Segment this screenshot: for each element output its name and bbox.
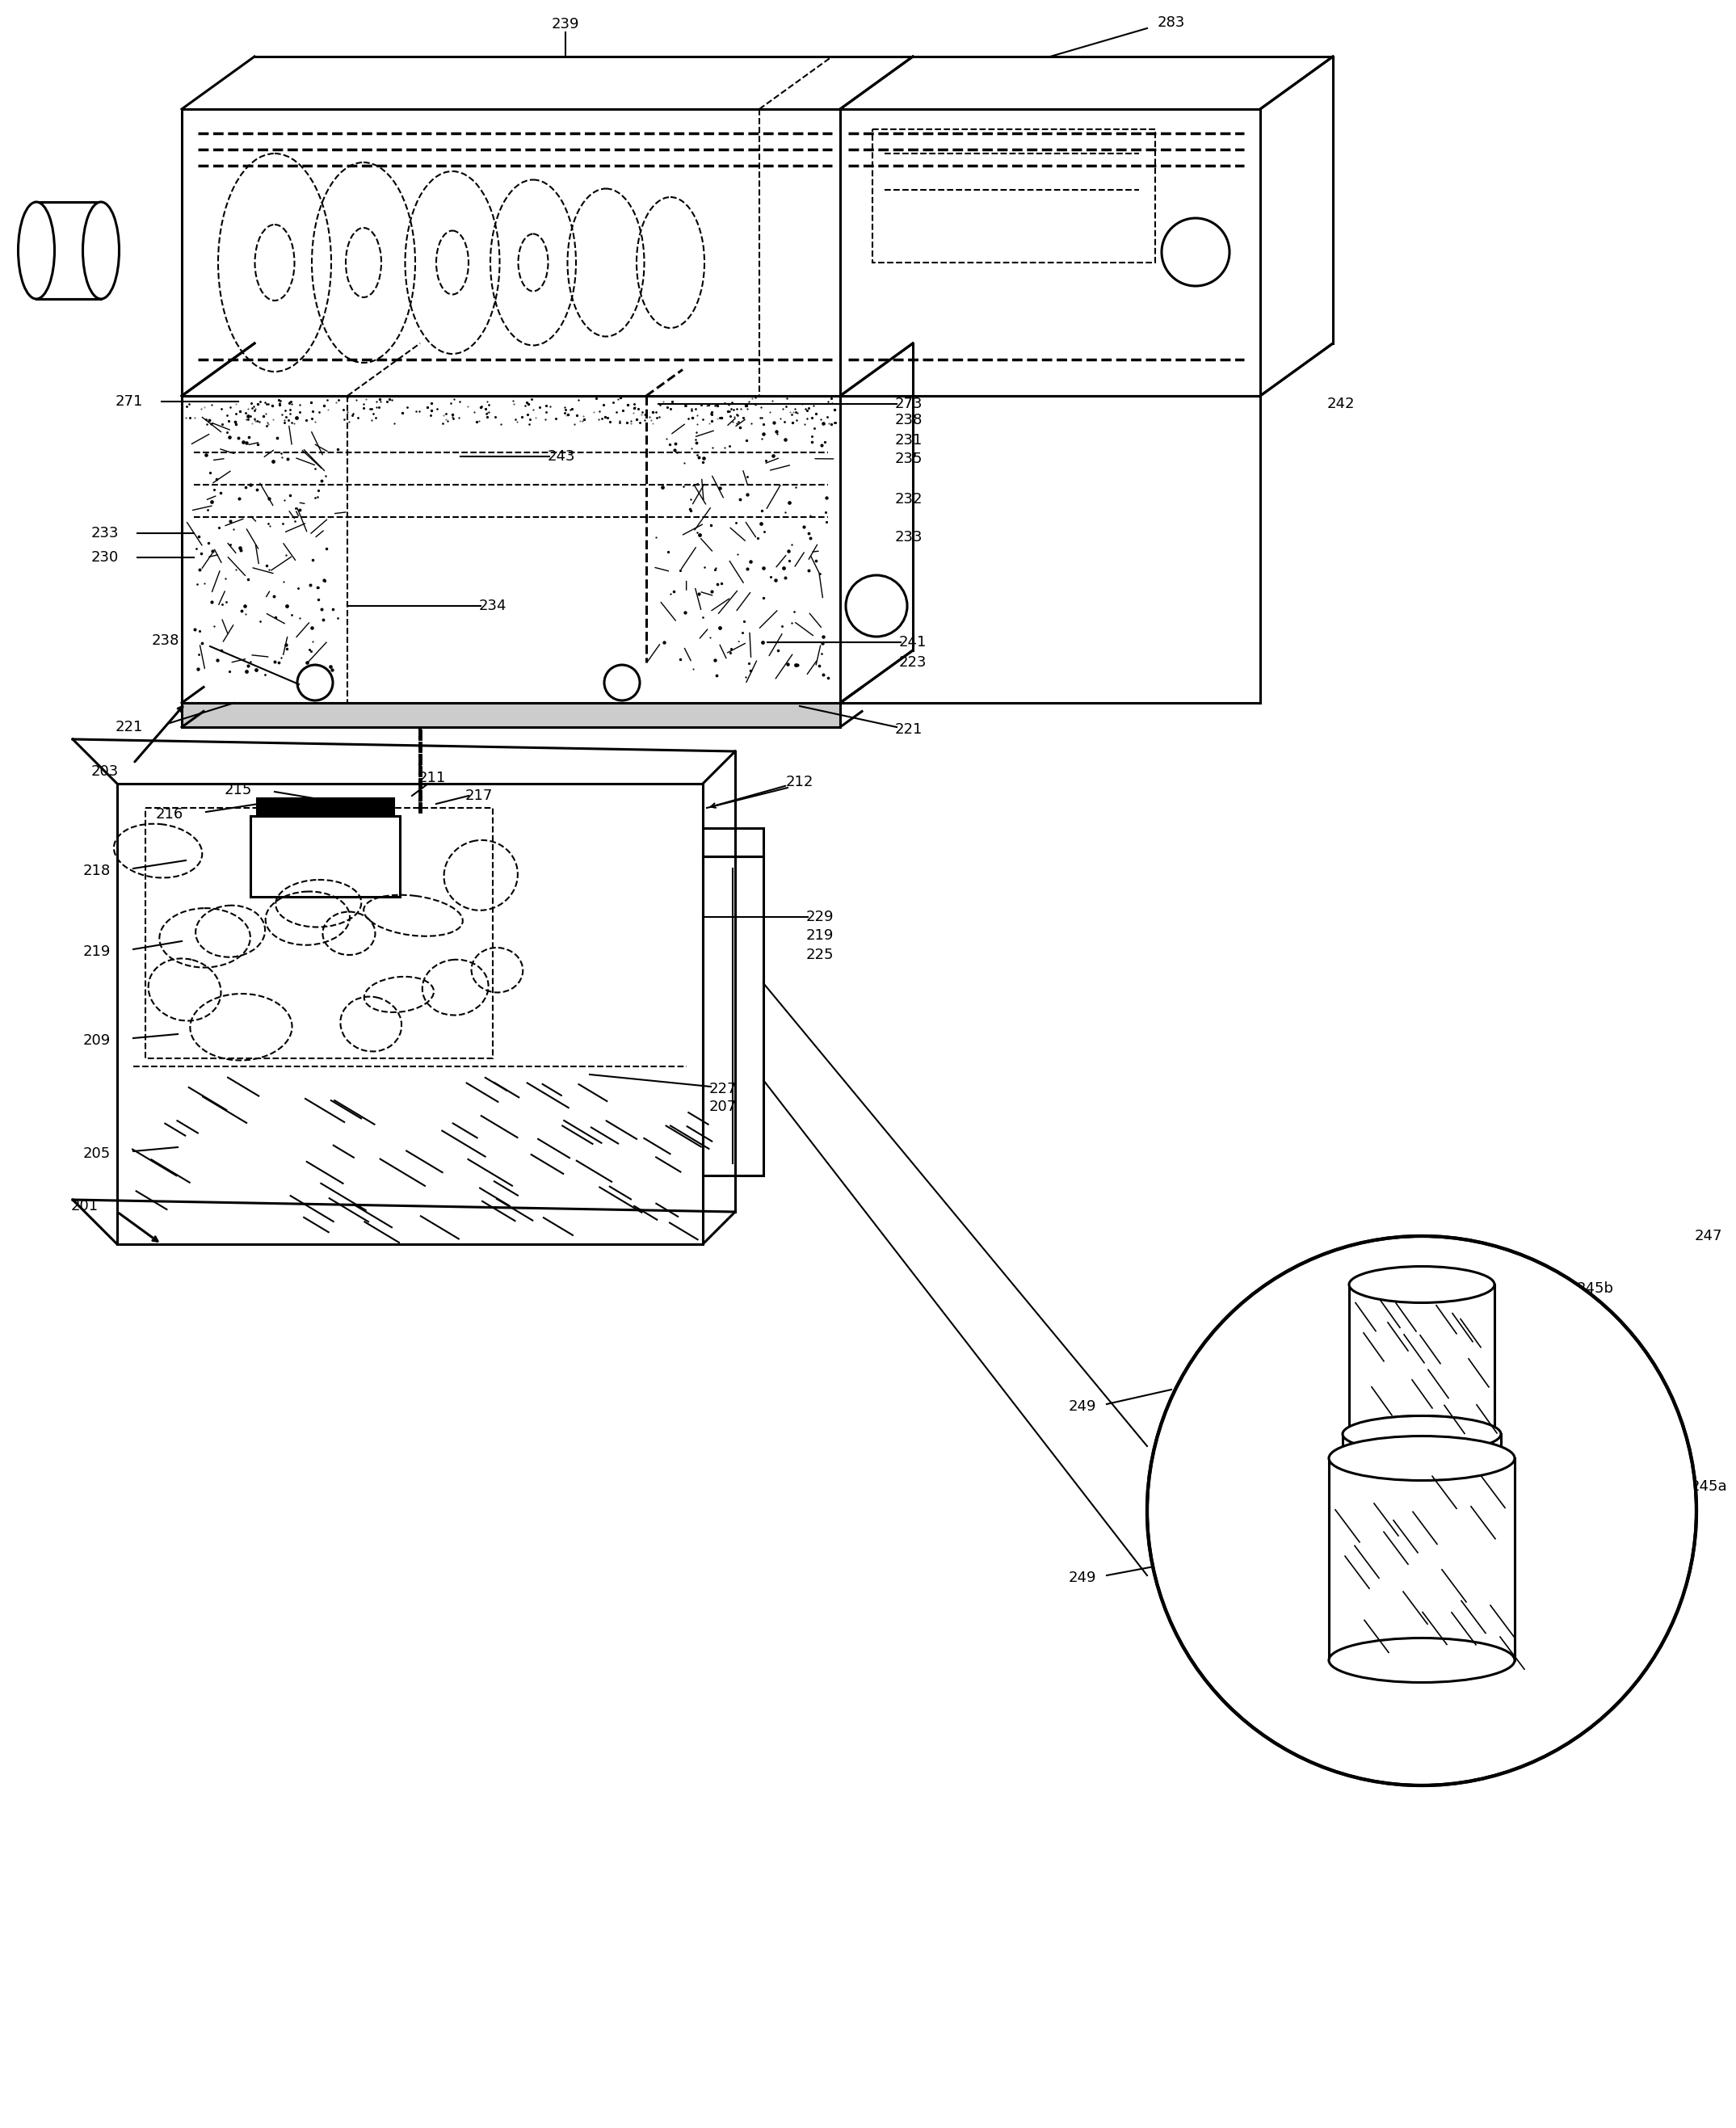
Text: 238: 238 (151, 634, 179, 647)
Text: 229: 229 (806, 909, 833, 924)
Text: 249: 249 (1069, 1570, 1097, 1585)
Text: 219: 219 (806, 928, 833, 943)
Text: 207: 207 (710, 1100, 736, 1115)
Text: 271: 271 (115, 394, 142, 409)
Text: 233: 233 (894, 530, 924, 545)
Circle shape (1147, 1236, 1696, 1785)
Text: 225: 225 (806, 947, 833, 962)
Text: 201: 201 (71, 1198, 99, 1213)
Bar (873, 130, 1154, 262)
Ellipse shape (1342, 1415, 1502, 1451)
Ellipse shape (17, 202, 54, 298)
Bar (36, 202, 101, 298)
Bar (146, 809, 493, 1058)
Text: 242: 242 (1326, 396, 1354, 411)
Text: 230: 230 (92, 551, 118, 564)
Text: 209: 209 (83, 1034, 111, 1047)
Ellipse shape (1328, 1436, 1514, 1481)
Bar (1349, 1285, 1495, 1434)
Text: 219: 219 (83, 945, 111, 960)
Text: 239: 239 (552, 17, 580, 32)
Text: 232: 232 (894, 492, 924, 506)
Text: 273: 273 (894, 396, 924, 411)
Ellipse shape (83, 202, 120, 298)
Ellipse shape (1328, 1639, 1514, 1683)
Text: 221: 221 (115, 719, 142, 734)
Text: 249: 249 (1069, 1400, 1097, 1413)
Text: 235: 235 (894, 451, 924, 466)
Text: 221: 221 (896, 721, 922, 736)
Text: 218: 218 (83, 864, 111, 879)
Bar (182, 396, 840, 702)
Text: 233: 233 (90, 526, 120, 541)
Text: 223: 223 (899, 655, 927, 670)
Bar (182, 702, 840, 728)
Text: 216: 216 (156, 807, 184, 821)
Ellipse shape (1349, 1266, 1495, 1302)
Text: 211: 211 (418, 770, 446, 785)
Text: 251: 251 (1581, 1653, 1609, 1668)
Bar (703, 828, 764, 855)
Bar (703, 855, 764, 1175)
Text: 234: 234 (479, 598, 507, 613)
Text: 212: 212 (786, 775, 814, 789)
Text: 283: 283 (1158, 15, 1186, 30)
Text: 231: 231 (896, 432, 922, 447)
Text: 245b: 245b (1576, 1281, 1614, 1296)
Text: 238: 238 (896, 413, 922, 428)
Bar (182, 109, 840, 396)
Bar (257, 798, 394, 815)
Bar (1342, 1434, 1502, 1458)
Text: 245a: 245a (1691, 1479, 1727, 1494)
Bar (250, 815, 399, 896)
Bar (840, 109, 1260, 396)
Text: 243: 243 (547, 449, 575, 464)
Bar (840, 396, 1260, 702)
Text: 247: 247 (1694, 1228, 1722, 1243)
Text: 205: 205 (83, 1147, 111, 1162)
Text: 227: 227 (708, 1081, 736, 1096)
Ellipse shape (1349, 1415, 1495, 1451)
Bar (116, 783, 703, 1245)
Ellipse shape (1342, 1441, 1502, 1477)
Text: 241: 241 (899, 634, 927, 649)
Text: 215: 215 (224, 783, 252, 798)
Text: 203: 203 (92, 764, 118, 779)
Text: 217: 217 (465, 789, 493, 802)
Bar (1328, 1458, 1514, 1660)
